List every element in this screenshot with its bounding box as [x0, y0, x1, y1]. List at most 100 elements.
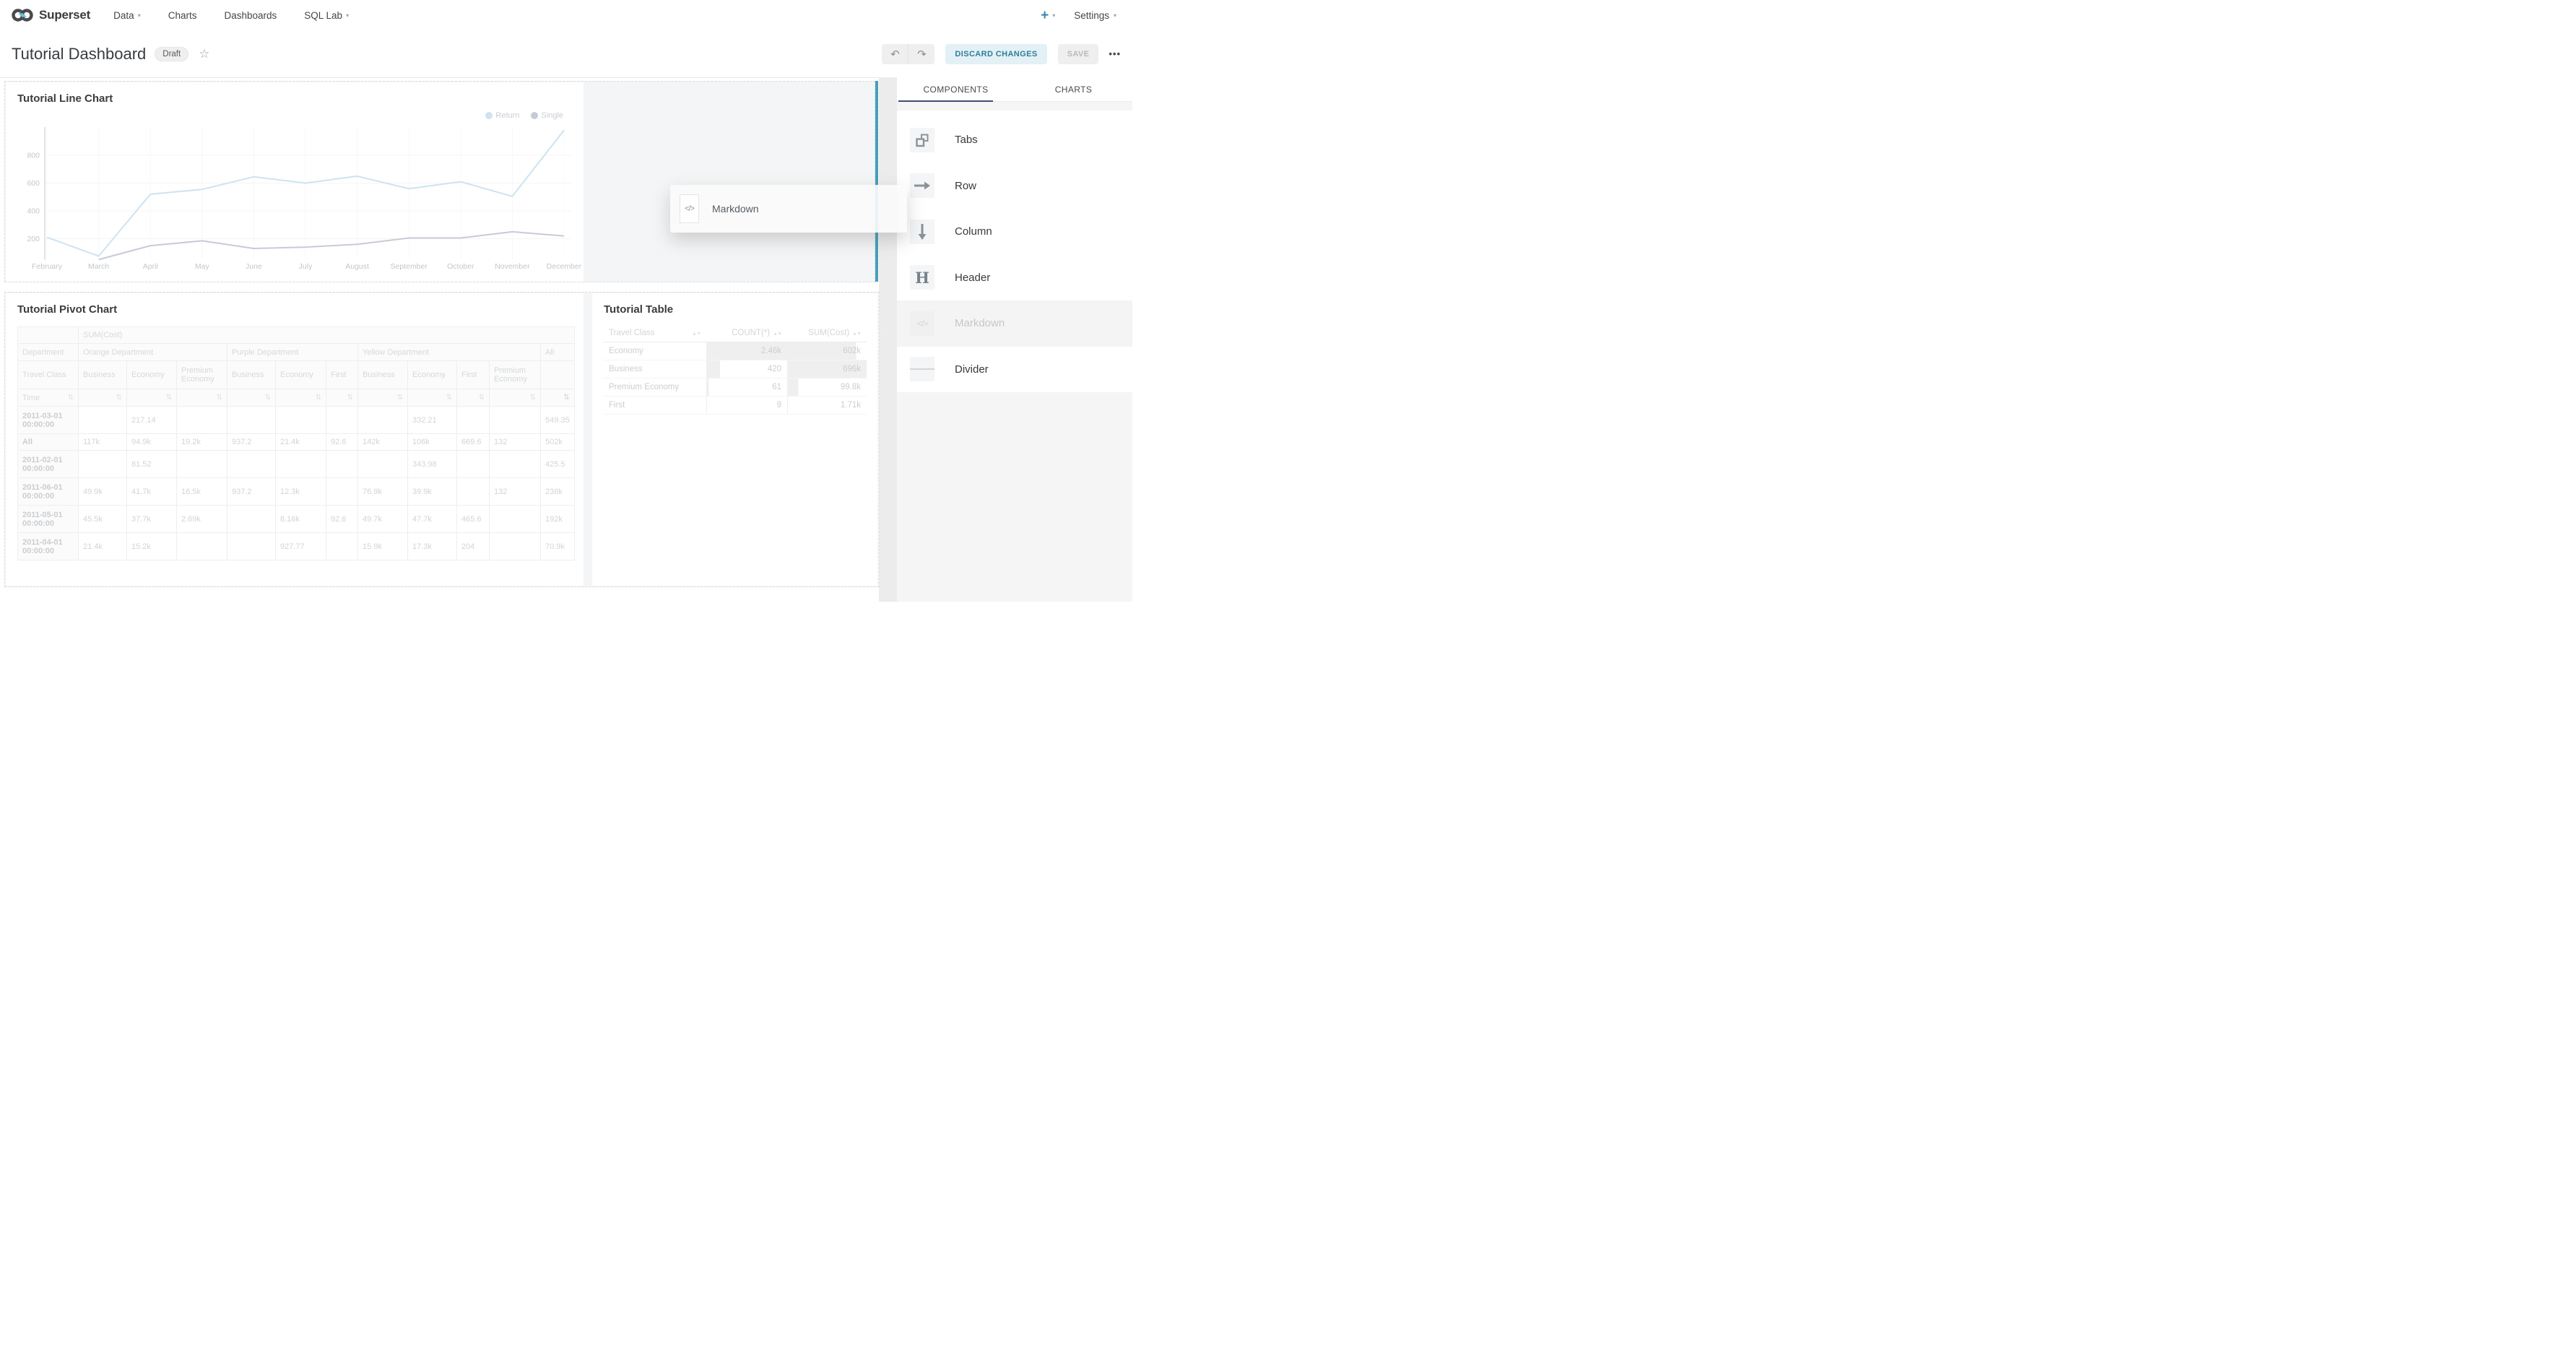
travel-class-cell: First: [603, 396, 706, 415]
pivot-cell: [357, 450, 408, 478]
column-header-sum-cost[interactable]: SUM(Cost) ▲▼: [787, 326, 867, 342]
table-row: Business 420 696k: [603, 360, 867, 378]
nav-item-label: SQL Lab: [304, 9, 343, 21]
count-cell: 420: [706, 360, 787, 378]
count-cell: 61: [706, 378, 787, 397]
sort-icon[interactable]: ⇅: [216, 394, 222, 402]
superset-infinity-icon: [12, 9, 33, 22]
tab-charts[interactable]: CHARTS: [1054, 84, 1093, 95]
metric-header: SUM(Cost): [78, 326, 575, 344]
pivot-cell: 425.5: [540, 450, 575, 478]
pivot-cell: [275, 406, 326, 434]
undo-icon: ↶: [890, 48, 900, 61]
column-header-count[interactable]: COUNT(*) ▲▼: [706, 326, 787, 342]
nav-item-charts[interactable]: Charts: [168, 10, 197, 21]
count-cell: 2.46k: [706, 342, 787, 360]
pivot-cell: [275, 450, 326, 478]
component-card-divider[interactable]: Divider: [897, 347, 1132, 393]
line-chart-panel[interactable]: Tutorial Line Chart Return Single 200 400 6…: [6, 82, 584, 282]
tabs-icon: [910, 127, 934, 152]
settings-menu[interactable]: Settings ▾: [1074, 10, 1116, 21]
travel-class-cell: Economy: [603, 342, 706, 360]
pivot-cell: 132: [489, 477, 541, 506]
component-card-column[interactable]: Column: [897, 209, 1132, 255]
class-row-header: Travel Class: [17, 360, 79, 389]
nav-item-data[interactable]: Data ▾: [113, 10, 141, 21]
component-card-row[interactable]: Row: [897, 163, 1132, 209]
pivot-cell: 39.9k: [407, 477, 457, 506]
column-header-travel-class[interactable]: Travel Class ▲▼: [603, 326, 706, 342]
legend-item-return[interactable]: Return: [485, 111, 519, 120]
plus-icon: +: [1041, 7, 1049, 23]
favorite-star-icon[interactable]: ☆: [199, 46, 210, 61]
pivot-cell: 8.16k: [275, 505, 326, 533]
component-card-label: Markdown: [955, 317, 1005, 330]
column-arrow-icon: [910, 219, 934, 244]
pivot-row-label: 2011-06-01 00:00:00: [17, 477, 79, 506]
markdown-drag-ghost[interactable]: </> Markdown: [670, 185, 907, 233]
sort-icon[interactable]: ⇅: [563, 394, 570, 402]
sort-icon[interactable]: ⇅: [315, 394, 321, 402]
department-header: All: [540, 343, 575, 361]
time-header: Time ⇅: [17, 389, 79, 407]
pivot-cell: [176, 532, 227, 560]
count-cell: 9: [706, 396, 787, 415]
pivot-cell: [326, 477, 358, 506]
pivot-cell: [227, 505, 276, 533]
pivot-cell: 81.52: [126, 450, 177, 478]
chevron-down-icon: ▾: [346, 12, 350, 19]
travel-class-header: Economy: [275, 360, 326, 389]
dashboard-header: Tutorial Dashboard Draft ☆ ↶ ↷ DISCARD C…: [0, 30, 1132, 78]
pivot-cell: [357, 406, 408, 434]
new-item-button[interactable]: + ▾: [1041, 9, 1055, 22]
pivot-row: 2011-06-01 00:00:00 49.9k 41.7k 16.5k 937.2 1…: [17, 477, 575, 506]
pivot-chart-panel[interactable]: Tutorial Pivot Chart SUM(Cost) Department…: [6, 293, 584, 586]
sidebar-tabs: COMPONENTS CHARTS: [897, 77, 1132, 102]
pivot-cell: 15.9k: [357, 532, 408, 560]
pivot-cell: 465.6: [456, 505, 490, 533]
nav-item-label: Charts: [168, 9, 197, 21]
table-row: First 9 1.71k: [603, 396, 867, 415]
more-options-button[interactable]: •••: [1109, 48, 1121, 59]
svg-text:600: 600: [27, 179, 40, 188]
sort-icon[interactable]: ⇅: [264, 394, 271, 402]
pivot-cell: 343.98: [407, 450, 457, 478]
pivot-row-label: 2011-04-01 00:00:00: [17, 532, 79, 560]
undo-button[interactable]: ↶: [882, 43, 909, 64]
legend-item-single[interactable]: Single: [531, 111, 563, 120]
redo-button[interactable]: ↷: [908, 43, 935, 64]
tab-components[interactable]: COMPONENTS: [897, 77, 1015, 102]
nav-item-sql-lab[interactable]: SQL Lab ▾: [304, 10, 349, 21]
sort-icon[interactable]: ⇅: [347, 394, 353, 402]
component-card-tabs[interactable]: Tabs: [897, 117, 1132, 163]
sort-icon[interactable]: ⇅: [529, 394, 536, 402]
dashboard-title[interactable]: Tutorial Dashboard: [12, 44, 147, 63]
superset-logo[interactable]: Superset: [12, 7, 90, 23]
save-button[interactable]: SAVE: [1057, 43, 1099, 64]
pivot-cell: [78, 406, 127, 434]
travel-class-header: [540, 360, 575, 389]
table-chart-panel[interactable]: Tutorial Table Travel Class ▲▼ COUNT(*) ▲▼ S…: [592, 293, 877, 586]
discard-changes-button[interactable]: DISCARD CHANGES: [945, 43, 1047, 64]
nav-item-dashboards[interactable]: Dashboards: [224, 10, 277, 21]
pivot-row: 2011-04-01 00:00:00 21.4k 15.2k 927.77 15.9k…: [17, 532, 575, 560]
sort-icon[interactable]: ⇅: [67, 393, 74, 402]
sort-icon[interactable]: ⇅: [116, 394, 122, 402]
pivot-cell: [489, 505, 541, 533]
travel-class-header: Premium Economy: [489, 360, 541, 389]
sidebar-filler: [897, 392, 1132, 602]
sort-icon[interactable]: ⇅: [396, 394, 403, 402]
pivot-cell: 669.6: [456, 433, 490, 451]
sort-icon[interactable]: ⇅: [478, 394, 485, 402]
top-navbar: Superset Data ▾ Charts Dashboards SQL Lab ▾ +…: [0, 0, 1132, 31]
sort-icon[interactable]: ⇅: [446, 394, 452, 402]
sort-icon[interactable]: ⇅: [165, 394, 172, 402]
pivot-cell: 41.7k: [126, 477, 177, 506]
pivot-cell: 238k: [540, 477, 575, 506]
component-card-header[interactable]: H Header: [897, 255, 1132, 301]
pivot-row-label: 2011-03-01 00:00:00: [17, 406, 79, 434]
component-card-markdown[interactable]: </> Markdown: [897, 300, 1132, 347]
pivot-cell: [326, 450, 358, 478]
undo-redo-group: ↶ ↷: [882, 43, 935, 64]
department-header: Purple Department: [227, 343, 358, 361]
